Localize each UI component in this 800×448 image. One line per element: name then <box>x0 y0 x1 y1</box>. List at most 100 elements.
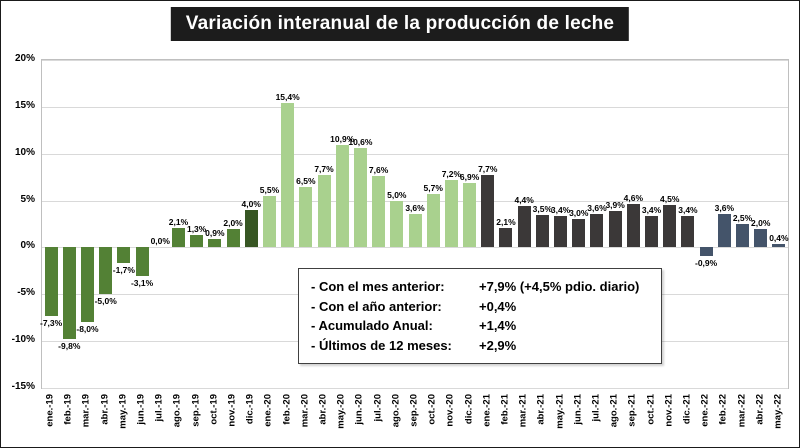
bar-value-label: -7,3% <box>39 317 63 328</box>
x-axis-tick-label: abr.-20 <box>317 394 329 425</box>
bar-value-label: 7,7% <box>478 164 498 175</box>
x-axis-tick-label: jun.-21 <box>572 394 584 425</box>
bar-value-label: -9,8% <box>58 341 81 352</box>
bar-value-label: 2,1% <box>496 216 516 227</box>
bar-oct.-19 <box>208 238 222 248</box>
x-axis-tick-label: may.-21 <box>554 394 566 429</box>
bar-value-label: 5,5% <box>259 184 280 195</box>
bar-jun.-21 <box>572 219 586 248</box>
y-axis-tick-label: 0% <box>20 240 35 252</box>
x-axis-tick-label: abr.-19 <box>99 394 111 425</box>
x-axis-tick-label: mar.-20 <box>299 394 311 428</box>
info-value-last-12-months: +2,9% <box>479 337 517 353</box>
bar-value-label: 3,4% <box>641 204 662 215</box>
bar-ago.-20 <box>390 200 404 248</box>
bar-mar.-20 <box>299 186 313 248</box>
x-axis-tick-label: nov.-19 <box>226 394 238 427</box>
x-axis-tick-label: jul.-20 <box>372 394 384 422</box>
x-axis-tick-label: mar.-19 <box>80 394 92 428</box>
x-axis-tick-label: ene.-21 <box>481 394 493 427</box>
x-axis-tick-label: ago.-21 <box>608 394 620 428</box>
x-axis-tick-label: feb.-21 <box>499 394 511 425</box>
bar-ago.-19 <box>171 227 185 248</box>
bar-feb.-19 <box>62 247 76 340</box>
gridline <box>42 153 788 155</box>
y-axis-tick-label: 10% <box>14 146 35 158</box>
info-label-vs-prev-month: - Con el mes anterior: <box>311 279 445 294</box>
bar-mar.-21 <box>517 206 531 248</box>
bar-value-label: 0,9% <box>205 227 225 238</box>
bar-feb.-22 <box>717 213 731 248</box>
bar-feb.-21 <box>499 227 513 248</box>
x-axis-tick-label: feb.-22 <box>717 394 729 425</box>
bar-nov.-20 <box>444 179 458 248</box>
bar-jun.-19 <box>135 247 149 277</box>
x-axis-tick-label: oct.-19 <box>208 394 220 425</box>
bar-value-label: 3,6% <box>714 202 734 213</box>
x-axis-tick-label: may.-19 <box>117 394 129 429</box>
bar-value-label: 4,4% <box>514 195 534 206</box>
x-axis-tick-label: oct.-21 <box>645 394 657 425</box>
bar-value-label: 2,0% <box>751 217 771 228</box>
bar-value-label: 3,5% <box>532 203 553 214</box>
x-axis-tick-label: jun.-19 <box>135 394 147 425</box>
bar-value-label: 10,9% <box>330 134 355 145</box>
bar-jul.-21 <box>590 213 604 248</box>
bar-jul.-20 <box>372 176 386 248</box>
x-axis-tick-label: may.-22 <box>772 394 784 429</box>
info-row-vs-prev-month: - Con el mes anterior: +7,9% (+4,5% pdio… <box>311 277 651 297</box>
bar-value-label: 6,9% <box>459 171 480 182</box>
info-row-annual-accumulated: - Acumulado Anual: +1,4% <box>311 316 651 336</box>
bar-value-label: -1,7% <box>112 265 135 276</box>
bar-value-label: 4,0% <box>241 198 261 209</box>
bar-value-label: 3,0% <box>569 208 589 219</box>
y-axis-tick-label: -5% <box>17 287 35 299</box>
bar-may.-20 <box>335 145 349 248</box>
x-axis-tick-label: sep.-20 <box>408 394 420 427</box>
info-label-last-12-months: - Últimos de 12 meses: <box>311 337 452 353</box>
bar-value-label: 4,5% <box>660 194 680 205</box>
bar-sep.-19 <box>190 235 204 248</box>
x-axis-tick-label: ene.-19 <box>44 394 56 427</box>
x-axis-tick-label: abr.-21 <box>535 394 547 425</box>
bar-value-label: 6,5% <box>296 175 316 186</box>
bar-dic.-20 <box>463 182 477 248</box>
x-axis-tick-label: sep.-21 <box>626 394 638 427</box>
y-axis-tick-label: 20% <box>14 53 35 64</box>
x-axis-tick-label: abr.-22 <box>754 394 766 425</box>
gridline <box>42 200 788 202</box>
bar-value-label: 15,4% <box>275 92 300 103</box>
x-axis-tick-label: jun.-20 <box>353 394 365 425</box>
zero-gridline <box>42 247 788 249</box>
x-axis-tick-label: sep.-19 <box>190 394 202 427</box>
bar-value-label: -3,1% <box>130 278 154 289</box>
bar-may.-21 <box>554 215 568 248</box>
gridline <box>42 388 788 389</box>
x-axis-tick-label: mar.-22 <box>736 394 747 428</box>
x-axis-tick-label: oct.-20 <box>426 394 438 425</box>
bar-nov.-21 <box>663 205 677 248</box>
gridline <box>42 106 788 108</box>
y-axis-tick-label: 5% <box>20 193 35 205</box>
x-axis-tick-label: dic.-19 <box>244 394 256 425</box>
bar-sep.-20 <box>408 213 422 248</box>
bar-value-label: 4,6% <box>623 193 644 204</box>
bar-value-label: 3,4% <box>550 204 571 215</box>
bar-value-label: 7,2% <box>441 168 462 179</box>
x-axis-tick-label: jul.-21 <box>590 394 602 422</box>
y-axis-tick-label: 15% <box>14 99 35 111</box>
bar-value-label: 5,7% <box>423 183 443 193</box>
bar-feb.-20 <box>281 103 295 248</box>
info-row-last-12-months: - Últimos de 12 meses: +2,9% <box>311 336 651 356</box>
info-value-annual-accumulated: +1,4% <box>479 318 517 333</box>
bar-ene.-20 <box>262 195 276 248</box>
x-axis-tick-label: feb.-19 <box>62 394 74 425</box>
bar-value-label: 3,6% <box>587 202 607 213</box>
bar-ago.-21 <box>608 210 622 248</box>
chart-title-text: Variación interanual de la producción de… <box>185 13 615 34</box>
y-axis-tick-label: -10% <box>11 334 35 346</box>
bar-value-label: 7,7% <box>314 164 334 175</box>
bar-may.-22 <box>772 243 786 248</box>
bar-value-label: 3,6% <box>405 202 425 213</box>
x-axis-tick-label: may.-20 <box>335 394 347 429</box>
